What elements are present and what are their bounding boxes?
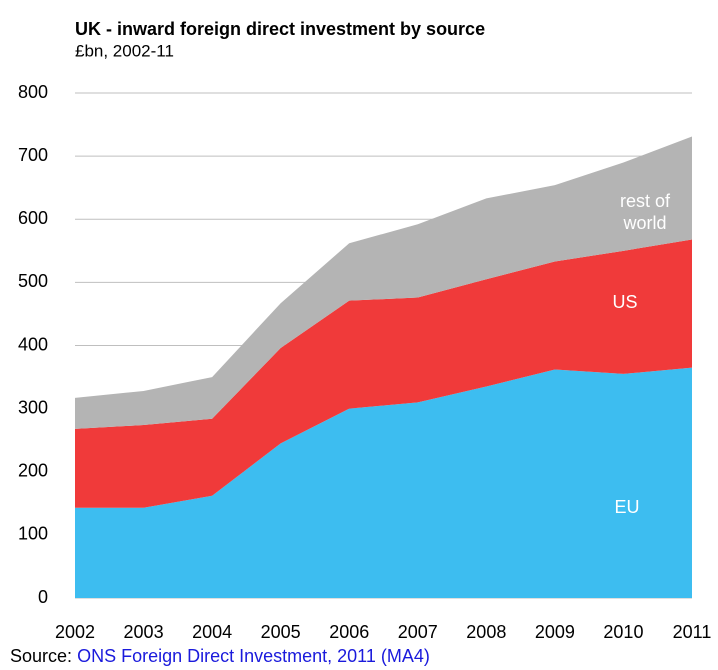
series-label: EU — [614, 497, 640, 517]
x-tick-label: 2011 — [673, 622, 712, 642]
y-tick-label: 0 — [38, 587, 48, 607]
source-label: Source: — [10, 646, 73, 666]
area — [75, 367, 692, 598]
series-label: rest of world — [619, 191, 671, 233]
series-label: US — [612, 292, 638, 312]
y-tick-label: 600 — [18, 208, 48, 228]
x-tick-label: 2009 — [535, 622, 575, 642]
x-tick-label: 2005 — [261, 622, 301, 642]
y-tick-label: 500 — [18, 271, 48, 291]
x-tick-label: 2004 — [192, 622, 232, 642]
x-tick-label: 2008 — [466, 622, 506, 642]
y-tick-label: 800 — [18, 82, 48, 102]
area — [75, 136, 692, 429]
y-tick-label: 700 — [18, 145, 48, 165]
x-tick-label: 2006 — [329, 622, 369, 642]
chart-subtitle: £bn, 2002-11 — [75, 41, 174, 60]
y-tick-label: 300 — [18, 397, 48, 417]
y-tick-label: 100 — [18, 524, 48, 544]
y-tick-label: 200 — [18, 461, 48, 481]
y-tick-label: 400 — [18, 334, 48, 354]
x-tick-label: 2007 — [398, 622, 438, 642]
x-tick-label: 2010 — [603, 622, 643, 642]
chart-title: UK - inward foreign direct investment by… — [75, 19, 485, 39]
source: Source: ONS Foreign Direct Investment, 2… — [10, 646, 430, 667]
area — [75, 239, 692, 508]
x-tick-label: 2002 — [55, 622, 95, 642]
x-tick-label: 2003 — [124, 622, 164, 642]
source-link[interactable]: ONS Foreign Direct Investment, 2011 (MA4… — [77, 646, 430, 666]
